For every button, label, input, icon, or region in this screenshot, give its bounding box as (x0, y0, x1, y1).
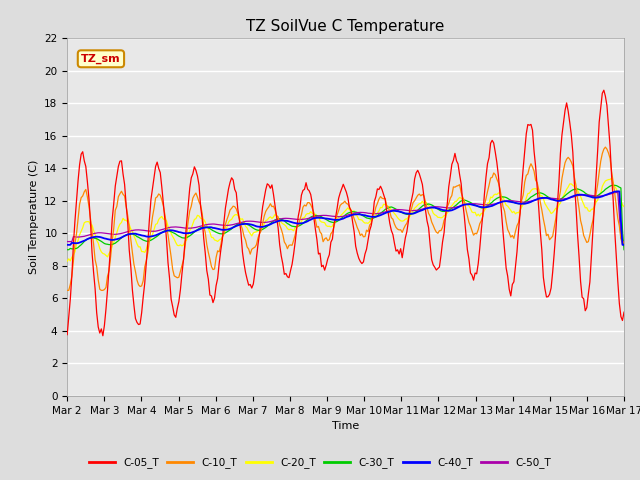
C-50_T (248, 218, 255, 224)
C-20_T (63, 258, 71, 264)
C-50_T (620, 239, 628, 244)
C-50_T (229, 222, 237, 228)
C-10_T (248, 246, 255, 252)
C-30_T (257, 227, 265, 233)
C-50_T (307, 215, 314, 221)
C-05_T (99, 333, 107, 339)
C-40_T (63, 242, 71, 248)
Line: C-30_T: C-30_T (67, 185, 624, 250)
C-40_T (589, 194, 597, 200)
C-10_T (307, 202, 314, 207)
C-20_T (589, 206, 597, 212)
C-10_T (257, 228, 265, 234)
Text: TZ_sm: TZ_sm (81, 54, 121, 64)
C-30_T (229, 224, 237, 230)
C-05_T (63, 332, 71, 337)
C-50_T (589, 193, 597, 199)
C-40_T (614, 189, 621, 194)
C-20_T (229, 214, 237, 219)
C-50_T (614, 190, 621, 195)
C-20_T (132, 237, 140, 242)
C-50_T (132, 227, 140, 233)
C-20_T (620, 204, 628, 210)
C-20_T (248, 233, 255, 239)
C-05_T (133, 320, 141, 325)
Line: C-10_T: C-10_T (67, 147, 624, 290)
Y-axis label: Soil Temperature (C): Soil Temperature (C) (29, 160, 38, 275)
C-20_T (307, 209, 314, 215)
C-40_T (307, 217, 314, 223)
C-05_T (259, 204, 266, 210)
C-05_T (591, 199, 598, 205)
C-40_T (248, 222, 255, 228)
C-30_T (620, 247, 628, 252)
C-30_T (307, 214, 314, 220)
Line: C-20_T: C-20_T (67, 178, 624, 261)
C-30_T (589, 193, 597, 199)
C-20_T (257, 227, 265, 232)
C-05_T (250, 281, 257, 287)
C-10_T (63, 288, 71, 293)
C-10_T (620, 239, 628, 244)
Legend: C-05_T, C-10_T, C-20_T, C-30_T, C-40_T, C-50_T: C-05_T, C-10_T, C-20_T, C-30_T, C-40_T, … (84, 453, 556, 472)
C-40_T (229, 225, 237, 230)
C-05_T (231, 186, 239, 192)
C-05_T (600, 87, 607, 93)
C-50_T (257, 219, 265, 225)
C-10_T (602, 144, 609, 150)
Title: TZ SoilVue C Temperature: TZ SoilVue C Temperature (246, 20, 445, 35)
C-10_T (132, 269, 140, 275)
C-10_T (589, 217, 597, 223)
C-30_T (63, 247, 71, 252)
Line: C-40_T: C-40_T (67, 192, 624, 245)
C-40_T (620, 242, 628, 248)
C-30_T (611, 182, 618, 188)
C-20_T (608, 175, 616, 181)
C-10_T (229, 204, 237, 209)
C-30_T (248, 224, 255, 230)
C-05_T (620, 309, 628, 315)
C-50_T (63, 239, 71, 244)
X-axis label: Time: Time (332, 421, 359, 431)
C-40_T (132, 231, 140, 237)
Line: C-05_T: C-05_T (67, 90, 624, 336)
Line: C-50_T: C-50_T (67, 192, 624, 241)
C-30_T (132, 232, 140, 238)
C-40_T (257, 224, 265, 230)
C-05_T (308, 200, 316, 206)
